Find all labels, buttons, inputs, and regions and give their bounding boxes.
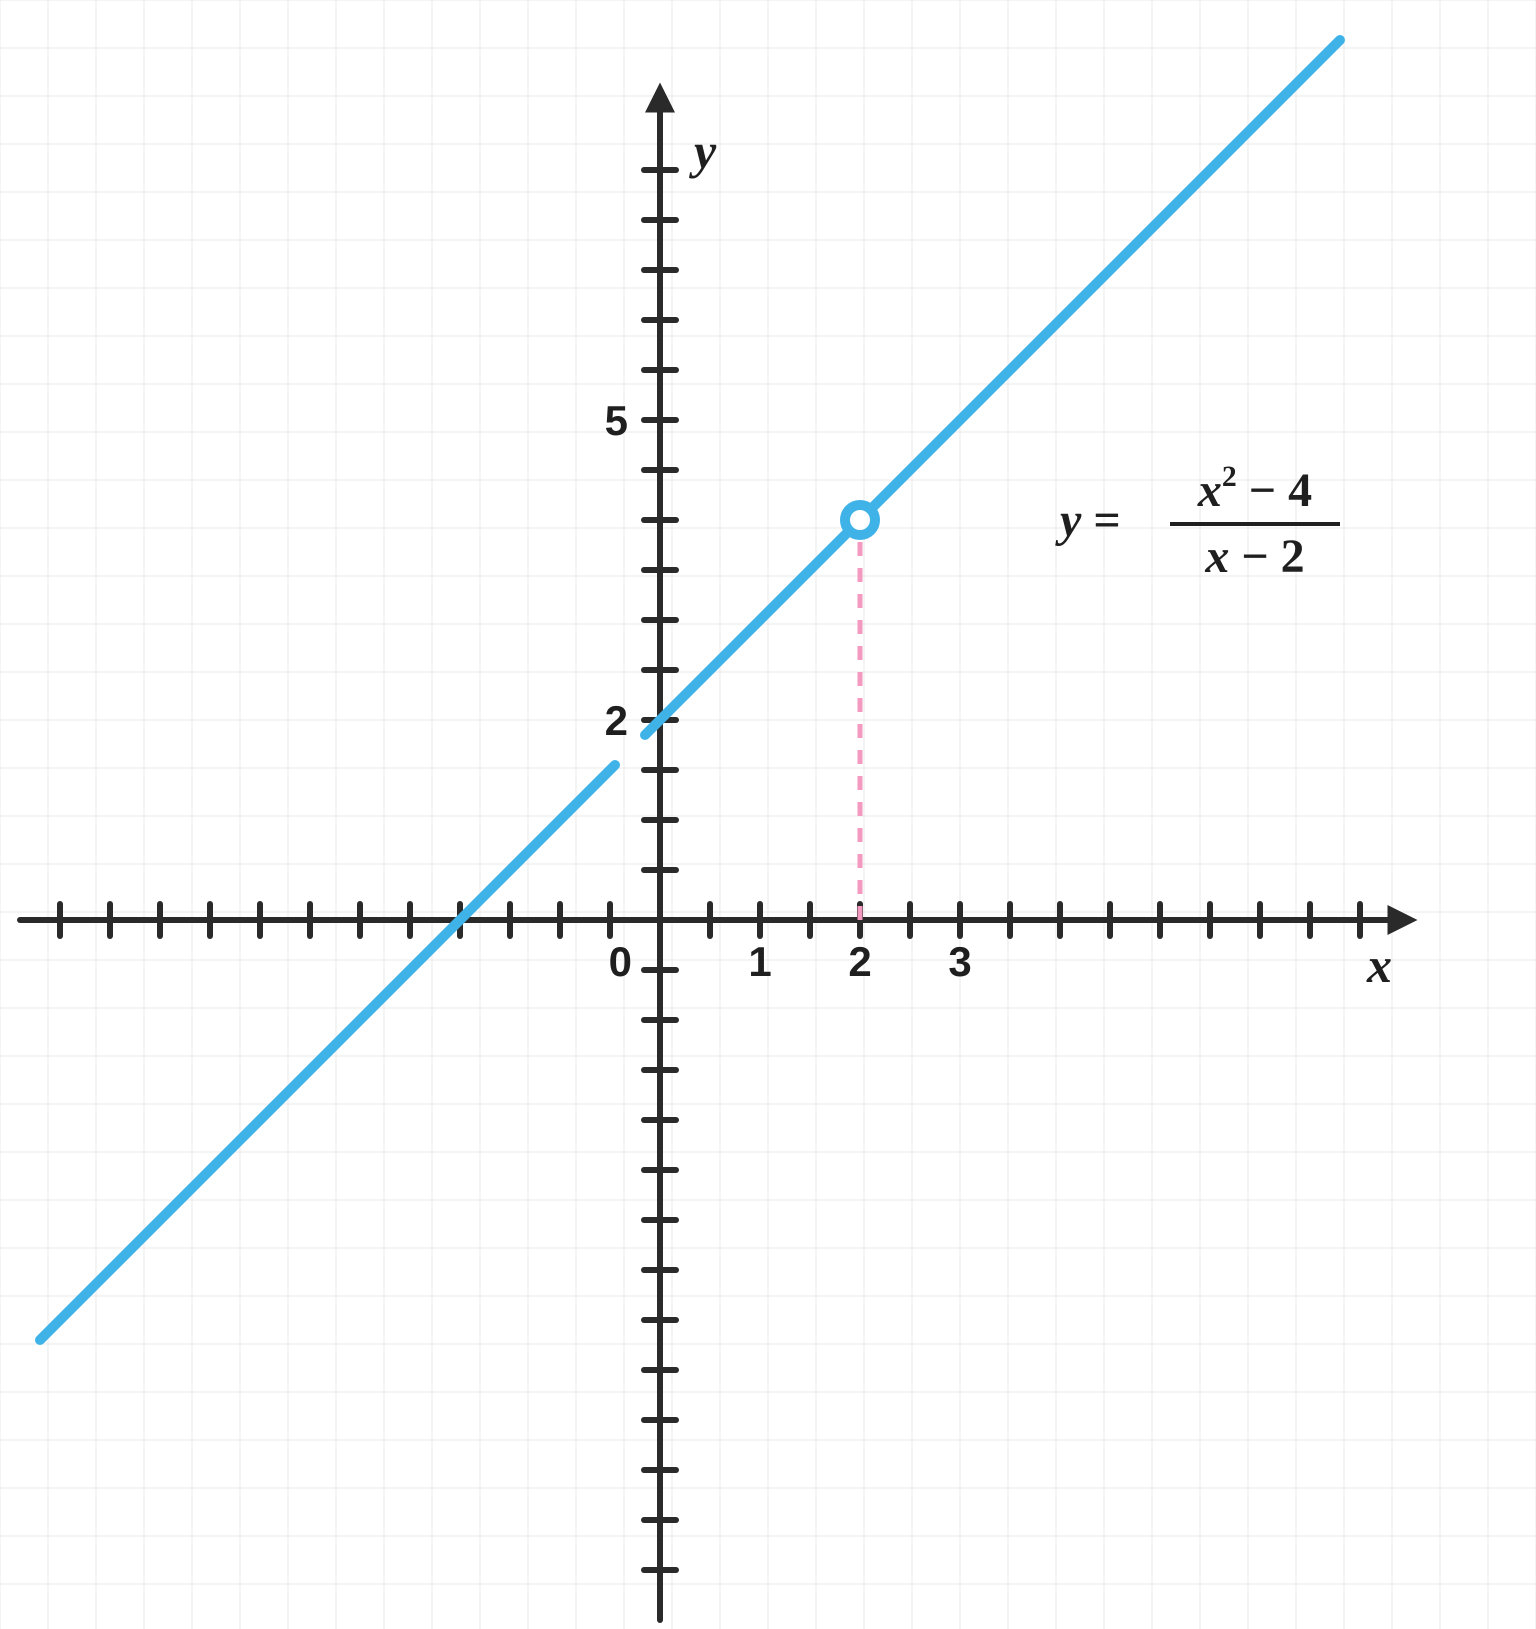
x-tick-label: 0: [609, 938, 632, 985]
y-tick-label: 2: [605, 697, 628, 744]
x-tick-label: 3: [948, 938, 971, 985]
y-tick-label: 5: [605, 397, 628, 444]
x-tick-label: 2: [848, 938, 871, 985]
x-tick-label: 1: [748, 938, 771, 985]
svg-text:x2 − 4: x2 − 4: [1197, 460, 1312, 517]
svg-text:y =: y =: [1055, 494, 1121, 547]
x-axis-label: x: [1366, 937, 1392, 993]
hole-point: [845, 505, 875, 535]
svg-text:x − 2: x − 2: [1204, 530, 1304, 583]
y-axis-label: y: [689, 123, 717, 179]
function-graph: 0 1 2 3 2 5 y x y = x2 − 4 x − 2: [0, 0, 1536, 1629]
